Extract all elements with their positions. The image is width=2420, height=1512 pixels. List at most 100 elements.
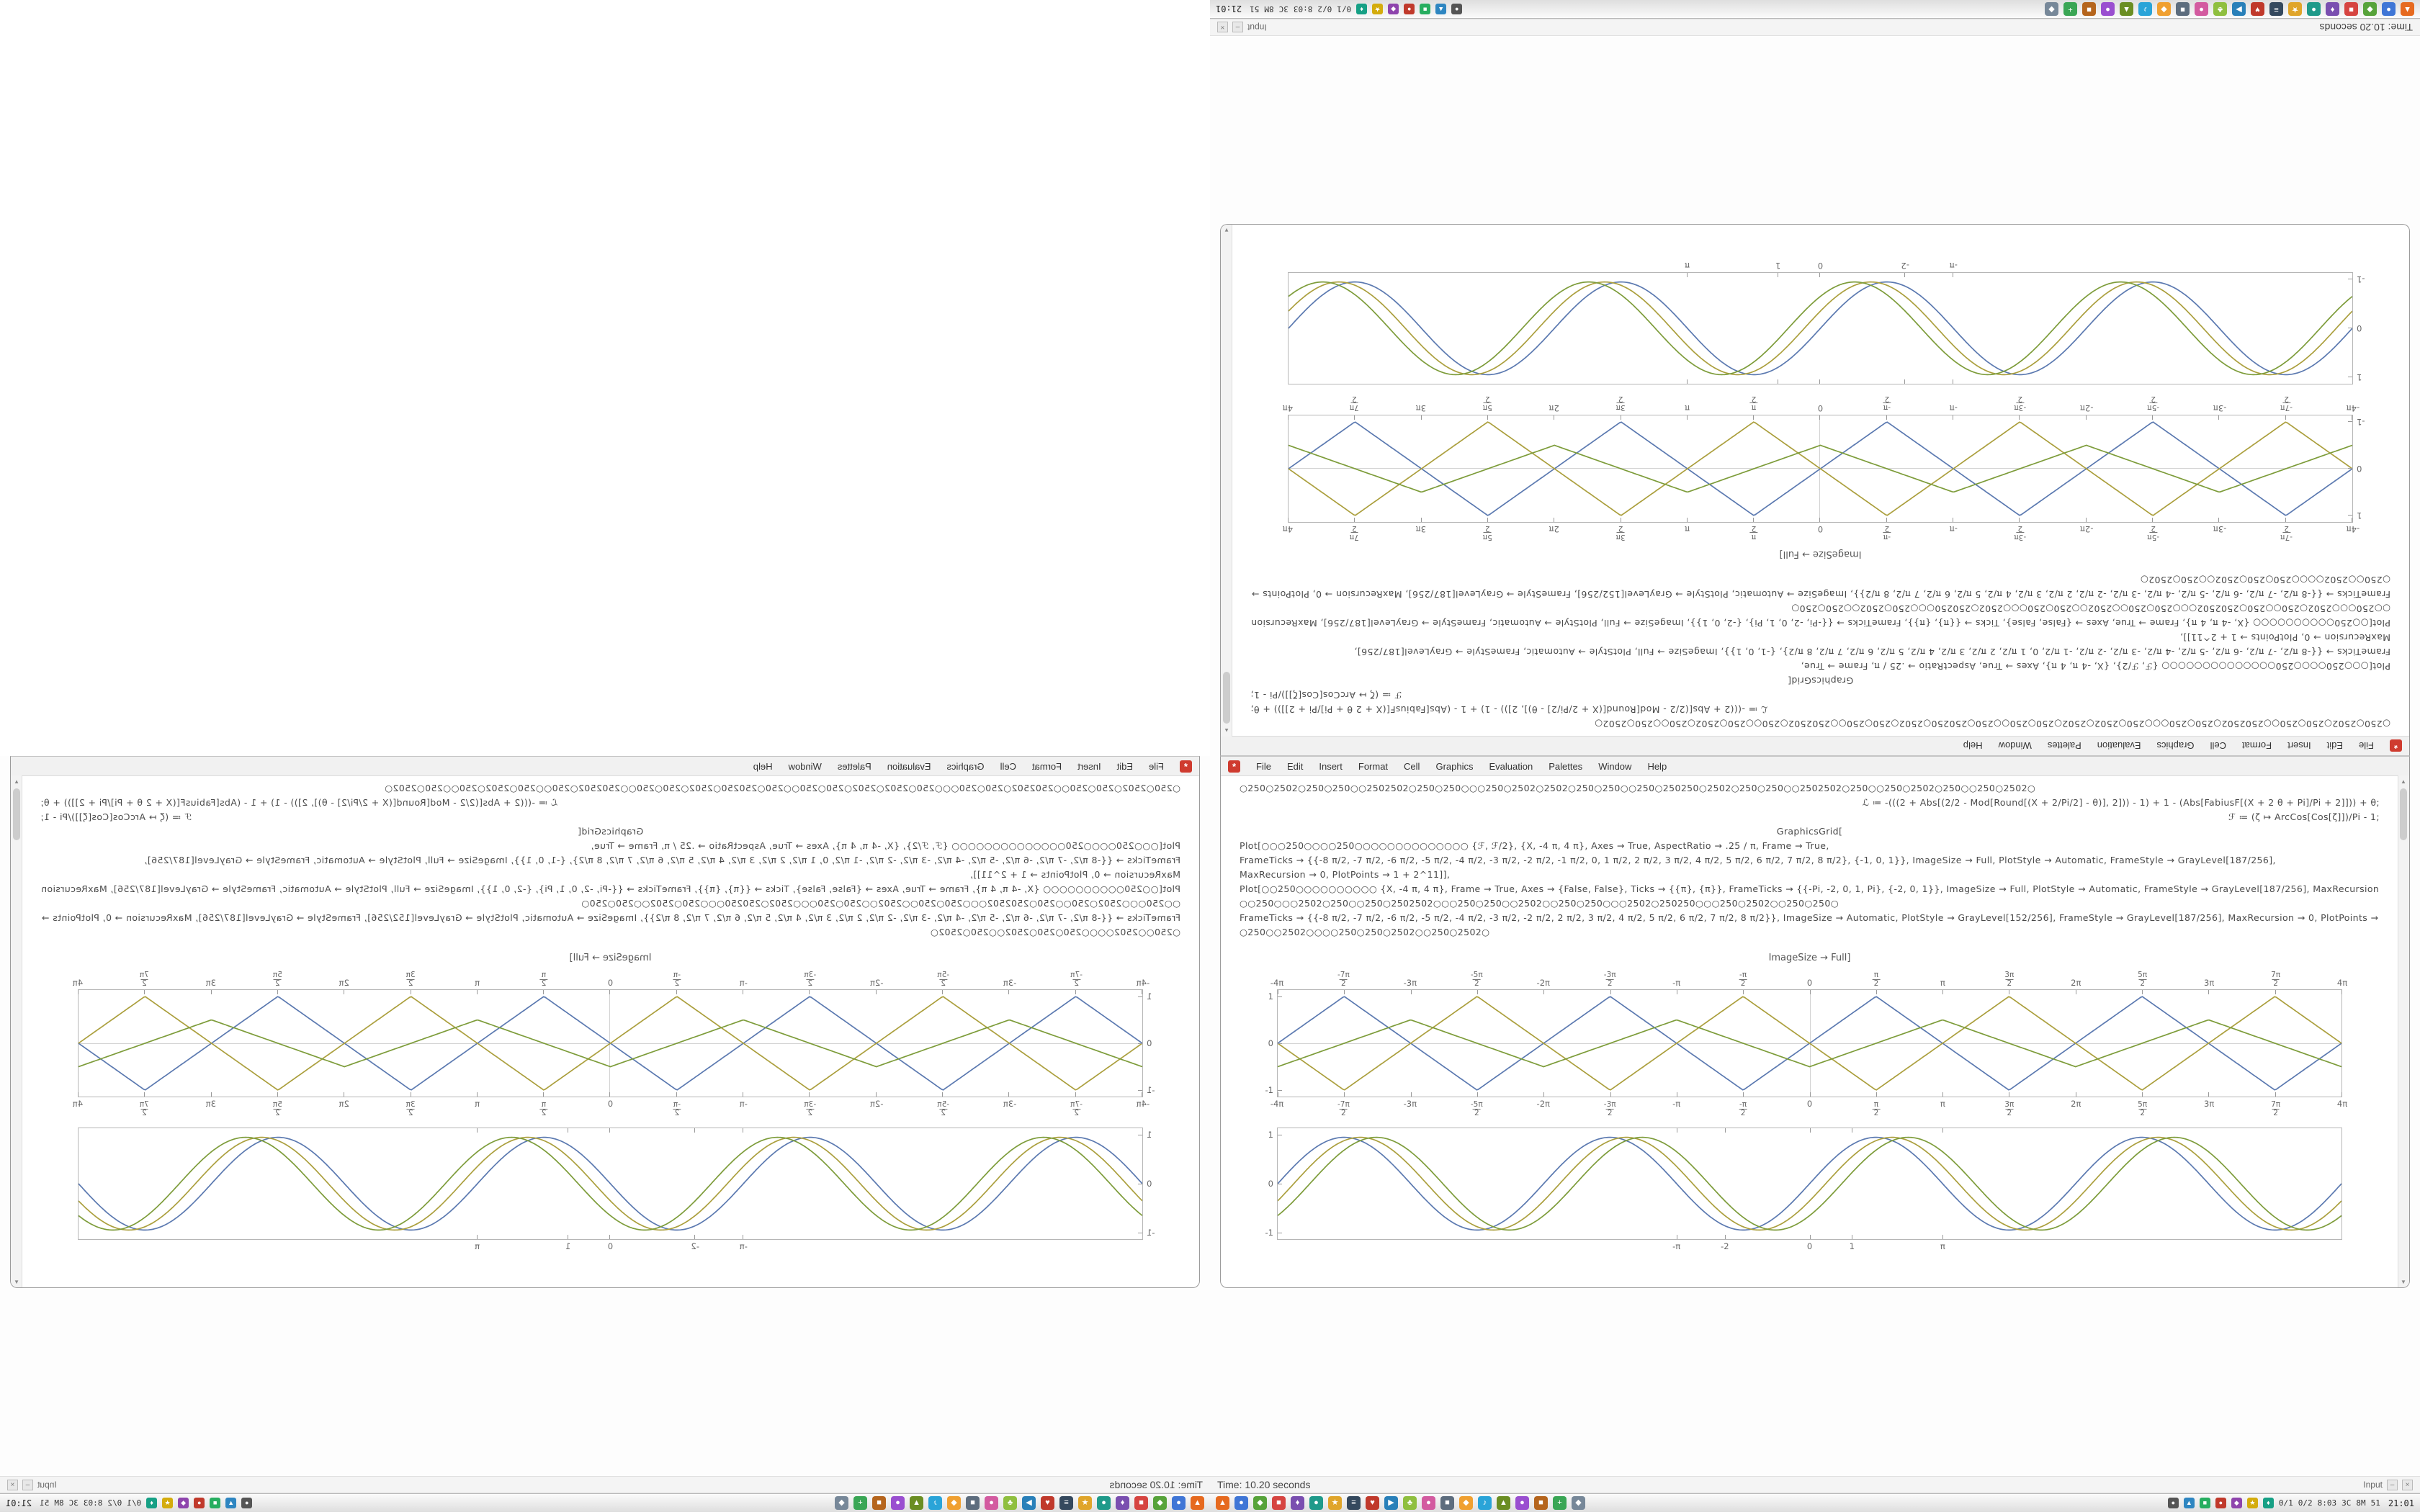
- menu-item-evaluation[interactable]: Evaluation: [2097, 740, 2141, 752]
- code-cell-line[interactable]: Plot[○○250○○○○○○○○○○ {X, -4 π, 4 π}, Fra…: [40, 883, 1180, 894]
- taskbar-app-icon[interactable]: ■: [2082, 2, 2096, 16]
- menu-item-graphics[interactable]: Graphics: [1435, 760, 1474, 772]
- taskbar-app-icon[interactable]: ●: [2382, 2, 2396, 16]
- tray-icon[interactable]: ■: [1420, 4, 1431, 14]
- code-cell-line[interactable]: ℒ ≔ -(((2 + Abs[(2/2 - Mod[Round[(X + 2/…: [1250, 704, 1768, 715]
- mathematica-app-icon[interactable]: *: [1228, 760, 1240, 773]
- menu-item-window[interactable]: Window: [788, 760, 822, 772]
- taskbar-app-icon[interactable]: +: [1553, 1496, 1567, 1510]
- taskbar-app-icon[interactable]: ■: [2344, 2, 2358, 16]
- code-cell-line[interactable]: Plot[○○○250○○○○250○○○○○○○○○○○○○○ {ℱ, ℱ/2…: [591, 840, 1180, 851]
- code-cell-line[interactable]: ○250○○2502○○○○250○250○2502○○250○2502○: [1240, 927, 1490, 937]
- taskbar-app-icon[interactable]: ◆: [2157, 2, 2171, 16]
- taskbar-app-icon[interactable]: ♦: [1116, 1496, 1129, 1510]
- menu-item-file[interactable]: File: [1256, 760, 1271, 772]
- strip-minimize-button[interactable]: –: [22, 1479, 33, 1490]
- taskbar-app-icon[interactable]: ■: [1534, 1496, 1548, 1510]
- code-cell-line[interactable]: FrameTicks → {{-8 π/2, -7 π/2, -6 π/2, -…: [1250, 589, 2390, 600]
- tray-icon[interactable]: ●: [1451, 4, 1463, 14]
- tray-icon[interactable]: ▲: [225, 1498, 237, 1508]
- taskbar-app-icon[interactable]: ◆: [947, 1496, 961, 1510]
- code-cell-line[interactable]: ○250○2502○250○250○○2502502○250○250○○○250…: [384, 783, 1180, 793]
- taskbar-app-icon[interactable]: ●: [1097, 1496, 1111, 1510]
- strip-close-button[interactable]: ×: [7, 1479, 18, 1490]
- menu-item-edit[interactable]: Edit: [2326, 740, 2344, 752]
- taskbar-app-icon[interactable]: ♥: [1366, 1496, 1379, 1510]
- code-cell-line[interactable]: Plot[○○○250○○○○250○○○○○○○○○○○○○○ {ℱ, ℱ/2…: [1240, 840, 1829, 851]
- code-cell-line[interactable]: ○250○2502○250○250○○2502502○250○250○○○250…: [1240, 783, 2036, 793]
- strip-close-button[interactable]: ×: [2402, 1479, 2413, 1490]
- code-cell-line[interactable]: Plot[○○250○○○○○○○○○○ {X, -4 π, 4 π}, Fra…: [1240, 883, 2380, 894]
- taskbar-app-icon[interactable]: ≡: [1347, 1496, 1361, 1510]
- scrollbar[interactable]: ▲ ▼: [11, 775, 22, 1287]
- menu-item-format[interactable]: Format: [1031, 760, 1062, 772]
- scroll-thumb[interactable]: [2400, 788, 2407, 840]
- code-cell-line[interactable]: ○○250○○○2502○250○○250○2502502○○○250○250○…: [1791, 603, 2390, 614]
- scroll-down-button[interactable]: ▼: [1224, 227, 1229, 234]
- code-cell-line[interactable]: ○250○○2502○○○○250○250○2502○○250○2502○: [2140, 575, 2390, 585]
- taskbar-app-icon[interactable]: ●: [1515, 1496, 1529, 1510]
- menu-item-format[interactable]: Format: [2241, 740, 2272, 752]
- taskbar-app-icon[interactable]: ■: [1440, 1496, 1454, 1510]
- taskbar-app-icon[interactable]: ◆: [2363, 2, 2377, 16]
- menu-item-palettes[interactable]: Palettes: [2047, 740, 2081, 752]
- code-cell-line[interactable]: GraphicsGrid[: [1787, 675, 1854, 686]
- menu-item-file[interactable]: File: [2359, 740, 2374, 752]
- taskbar-app-icon[interactable]: ♦: [1291, 1496, 1304, 1510]
- mathematica-app-icon[interactable]: *: [2390, 739, 2402, 752]
- code-cell-line[interactable]: ○○250○○○2502○250○○250○2502502○○○250○250○…: [581, 898, 1180, 909]
- scroll-up-button[interactable]: ▲: [2401, 778, 2406, 785]
- tray-icon[interactable]: ●: [1404, 4, 1415, 14]
- taskbar-app-icon[interactable]: ▲: [1191, 1496, 1204, 1510]
- taskbar-app-icon[interactable]: ♣: [2213, 2, 2227, 16]
- scroll-up-button[interactable]: ▲: [1224, 727, 1229, 734]
- tray-icon[interactable]: ■: [2199, 1498, 2210, 1508]
- taskbar-app-icon[interactable]: ■: [872, 1496, 886, 1510]
- menu-item-palettes[interactable]: Palettes: [1549, 760, 1583, 772]
- code-cell-line[interactable]: ○250○○2502○○○○250○250○2502○○250○2502○: [930, 927, 1180, 937]
- taskbar-app-icon[interactable]: ★: [1328, 1496, 1342, 1510]
- taskbar-app-icon[interactable]: ≡: [2269, 2, 2283, 16]
- taskbar-app-icon[interactable]: ●: [2307, 2, 2321, 16]
- menu-item-format[interactable]: Format: [1358, 760, 1389, 772]
- taskbar-app-icon[interactable]: ♥: [1041, 1496, 1054, 1510]
- code-cell-line[interactable]: FrameTicks → {{-8 π/2, -7 π/2, -6 π/2, -…: [144, 855, 1180, 865]
- menu-item-help[interactable]: Help: [1963, 740, 1983, 752]
- taskbar-app-icon[interactable]: ◆: [1459, 1496, 1473, 1510]
- taskbar-app-icon[interactable]: ♪: [2138, 2, 2152, 16]
- scroll-down-button[interactable]: ▼: [14, 1278, 19, 1285]
- taskbar-app-icon[interactable]: ▲: [1216, 1496, 1229, 1510]
- tray-icon[interactable]: ●: [2167, 1498, 2179, 1508]
- menu-item-graphics[interactable]: Graphics: [946, 760, 985, 772]
- menu-item-insert[interactable]: Insert: [1077, 760, 1101, 772]
- tray-icon[interactable]: ♦: [146, 1498, 158, 1508]
- taskbar-app-icon[interactable]: ▶: [1384, 1496, 1398, 1510]
- menu-item-palettes[interactable]: Palettes: [837, 760, 871, 772]
- scrollbar[interactable]: ▲ ▼: [2398, 775, 2409, 1287]
- menu-item-graphics[interactable]: Graphics: [2156, 740, 2195, 752]
- tray-icon[interactable]: ■: [210, 1498, 221, 1508]
- taskbar-app-icon[interactable]: ■: [966, 1496, 980, 1510]
- strip-minimize-button[interactable]: –: [2387, 1479, 2398, 1490]
- taskbar-app-icon[interactable]: ▲: [1497, 1496, 1510, 1510]
- code-cell-line[interactable]: FrameTicks → {{-8 π/2, -7 π/2, -6 π/2, -…: [1240, 855, 2276, 865]
- tray-icon[interactable]: ★: [1372, 4, 1384, 14]
- taskbar-app-icon[interactable]: ■: [1134, 1496, 1148, 1510]
- taskbar-app-icon[interactable]: ♪: [1478, 1496, 1492, 1510]
- code-cell-line[interactable]: ℱ ≔ (ζ ↦ ArcCos[Cos[ζ]])/Pi - 1;: [1250, 690, 1402, 701]
- tray-icon[interactable]: ◆: [2231, 1498, 2242, 1508]
- menu-item-insert[interactable]: Insert: [2287, 740, 2311, 752]
- taskbar-app-icon[interactable]: ◆: [835, 1496, 848, 1510]
- menu-item-cell[interactable]: Cell: [1404, 760, 1420, 772]
- taskbar-app-icon[interactable]: ●: [985, 1496, 998, 1510]
- taskbar-app-icon[interactable]: ♪: [928, 1496, 942, 1510]
- menu-item-file[interactable]: File: [1149, 760, 1164, 772]
- code-cell-line[interactable]: GraphicsGrid[: [1776, 826, 1843, 837]
- code-cell-line[interactable]: MaxRecursion → 0, PlotPoints → 1 + 2^11]…: [1240, 869, 1451, 880]
- menu-item-cell[interactable]: Cell: [2210, 740, 2226, 752]
- strip-close-button[interactable]: ×: [1217, 22, 1228, 33]
- code-cell-line[interactable]: FrameTicks → {{-8 π/2, -7 π/2, -6 π/2, -…: [40, 912, 1180, 923]
- taskbar-app-icon[interactable]: ◆: [2045, 2, 2058, 16]
- taskbar-app-icon[interactable]: ◆: [1253, 1496, 1267, 1510]
- menu-item-insert[interactable]: Insert: [1319, 760, 1343, 772]
